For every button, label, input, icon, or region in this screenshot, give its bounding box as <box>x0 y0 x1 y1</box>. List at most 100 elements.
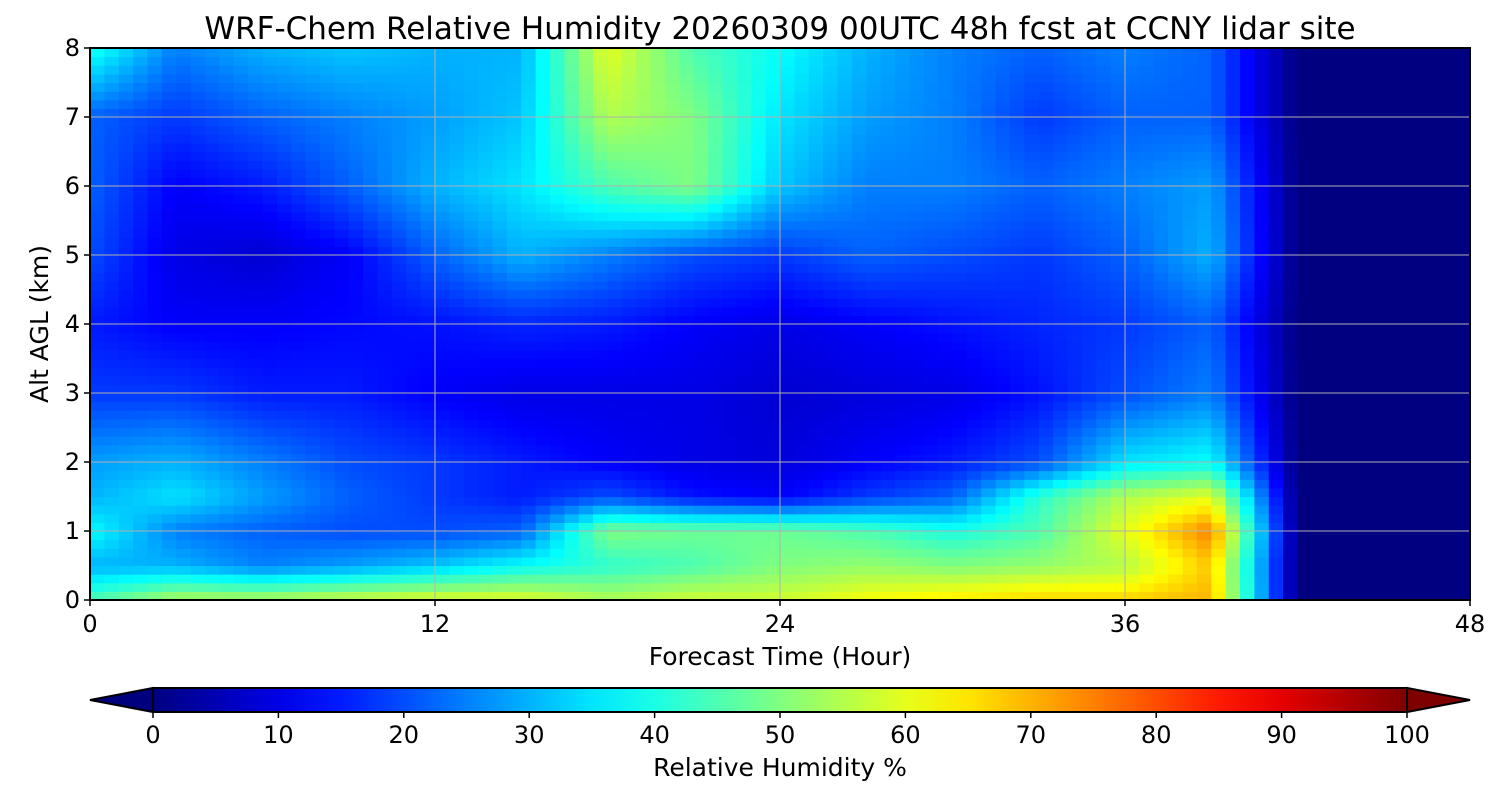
heatmap-cell <box>262 479 278 489</box>
heatmap-cell <box>219 479 235 489</box>
heatmap-cell <box>363 246 379 256</box>
heatmap-cell <box>1383 306 1399 316</box>
heatmap-cell <box>535 341 551 351</box>
heatmap-cell <box>1168 487 1184 498</box>
heatmap-cell <box>205 211 220 222</box>
heatmap-cell <box>550 298 565 308</box>
heatmap-cell <box>449 548 465 558</box>
heatmap-cell <box>1240 539 1255 549</box>
heatmap-cell <box>593 168 609 178</box>
heatmap-cell <box>1297 539 1313 549</box>
heatmap-cell <box>348 505 364 515</box>
heatmap-cell <box>1412 177 1428 187</box>
heatmap-cell <box>564 186 580 196</box>
heatmap-cell <box>1369 401 1385 411</box>
heatmap-cell <box>1110 246 1126 256</box>
heatmap-cell <box>90 574 105 584</box>
heatmap-cell <box>952 289 968 299</box>
heatmap-cell <box>909 487 925 498</box>
heatmap-cell <box>90 522 105 532</box>
heatmap-cell <box>650 298 666 308</box>
heatmap-cell <box>981 168 997 178</box>
heatmap-cell <box>981 487 997 498</box>
heatmap-cell <box>1398 565 1414 575</box>
heatmap-cell <box>219 384 235 394</box>
heatmap-cell <box>463 436 479 446</box>
heatmap-cell <box>1283 384 1299 394</box>
heatmap-cell <box>1024 237 1040 247</box>
heatmap-cell <box>1125 410 1140 420</box>
heatmap-cell <box>1369 246 1385 256</box>
heatmap-cell <box>506 427 522 437</box>
heatmap-cell <box>1139 470 1155 480</box>
heatmap-cell <box>535 186 551 196</box>
heatmap-cell <box>1383 367 1399 377</box>
heatmap-cell <box>1139 427 1155 437</box>
heatmap-cell <box>909 168 925 178</box>
heatmap-cell <box>866 255 882 265</box>
heatmap-cell <box>593 591 609 600</box>
heatmap-cell <box>1225 531 1241 541</box>
heatmap-cell <box>578 539 594 549</box>
heatmap-cell <box>981 358 997 368</box>
heatmap-cell <box>1283 548 1299 558</box>
heatmap-cell <box>118 513 134 523</box>
heatmap-cell <box>938 229 954 239</box>
heatmap-cell <box>679 574 695 584</box>
heatmap-cell <box>133 289 149 299</box>
heatmap-cell <box>736 375 752 385</box>
heatmap-cell <box>909 496 925 506</box>
heatmap-cell <box>276 505 292 515</box>
heatmap-cell <box>736 591 752 600</box>
heatmap-cell <box>708 539 724 549</box>
heatmap-cell <box>1254 367 1270 377</box>
heatmap-cell <box>90 263 105 273</box>
heatmap-cell <box>420 349 436 360</box>
heatmap-cell <box>550 280 565 291</box>
heatmap-cell <box>1254 237 1270 247</box>
heatmap-cell <box>1168 160 1184 170</box>
heatmap-cell <box>679 367 695 377</box>
heatmap-cell <box>219 496 235 506</box>
heatmap-cell <box>1196 289 1212 299</box>
heatmap-cell <box>1441 582 1457 592</box>
heatmap-cell <box>1412 470 1428 480</box>
heatmap-cell <box>463 375 479 385</box>
heatmap-cell <box>1110 479 1126 489</box>
heatmap-cell <box>636 229 652 239</box>
heatmap-cell <box>320 177 335 187</box>
heatmap-cell <box>219 470 235 480</box>
heatmap-cell <box>837 332 853 342</box>
heatmap-cell <box>550 384 565 394</box>
heatmap-cell <box>176 211 192 222</box>
heatmap-cell <box>564 453 580 463</box>
heatmap-cell <box>679 289 695 299</box>
heatmap-cell <box>320 393 335 403</box>
heatmap-cell <box>679 177 695 187</box>
heatmap-cell <box>248 444 264 454</box>
heatmap-cell <box>1383 349 1399 360</box>
heatmap-cell <box>1297 444 1313 454</box>
heatmap-cell <box>1182 332 1198 342</box>
heatmap-cell <box>147 289 163 299</box>
heatmap-cell <box>305 177 321 187</box>
heatmap-cell <box>909 349 925 360</box>
heatmap-cell <box>1340 349 1356 360</box>
heatmap-cell <box>406 186 422 196</box>
heatmap-cell <box>808 444 824 454</box>
heatmap-cell <box>506 298 522 308</box>
heatmap-cell <box>1196 375 1212 385</box>
heatmap-cell <box>1441 315 1457 325</box>
heatmap-cell <box>305 513 321 523</box>
heatmap-cell <box>391 289 407 299</box>
heatmap-cell <box>1326 289 1342 299</box>
heatmap-cell <box>765 505 781 515</box>
heatmap-cell <box>923 393 939 403</box>
heatmap-cell <box>219 255 235 265</box>
heatmap-cell <box>276 513 292 523</box>
heatmap-cell <box>1383 444 1399 454</box>
heatmap-cell <box>1240 470 1255 480</box>
heatmap-cell <box>104 272 120 282</box>
heatmap-cell <box>1311 539 1327 549</box>
heatmap-cell <box>420 401 436 411</box>
